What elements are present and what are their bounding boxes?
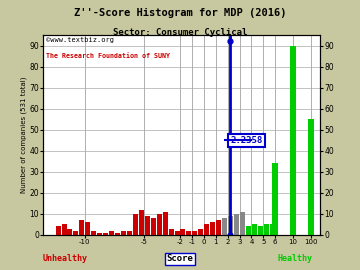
Bar (252, 224, 257, 235)
Bar (62, 224, 67, 235)
Bar (168, 229, 174, 235)
Y-axis label: Number of companies (531 total): Number of companies (531 total) (20, 77, 27, 193)
Bar (192, 231, 197, 235)
Bar (307, 119, 314, 235)
Bar (127, 231, 132, 235)
Bar (157, 214, 162, 235)
Text: 2.2358: 2.2358 (230, 136, 263, 145)
Bar (133, 214, 138, 235)
Text: Unhealthy: Unhealthy (42, 254, 87, 263)
Bar (272, 163, 279, 235)
Bar (222, 218, 227, 235)
Bar (109, 231, 114, 235)
Bar (163, 212, 168, 235)
Bar (270, 224, 275, 235)
Bar (103, 233, 108, 235)
Bar (97, 233, 102, 235)
Text: Sector: Consumer Cyclical: Sector: Consumer Cyclical (113, 28, 247, 37)
Bar (73, 231, 78, 235)
Bar (186, 231, 192, 235)
Bar (229, 220, 232, 235)
Bar (151, 218, 156, 235)
Bar (264, 224, 269, 235)
Bar (198, 229, 203, 235)
Bar (216, 220, 221, 235)
Bar (210, 222, 215, 235)
Bar (139, 210, 144, 235)
Text: Healthy: Healthy (278, 254, 313, 263)
Bar (85, 222, 90, 235)
Bar (204, 224, 209, 235)
Bar (67, 229, 72, 235)
Bar (234, 214, 239, 235)
Bar (246, 227, 251, 235)
Bar (180, 229, 185, 235)
Bar (121, 231, 126, 235)
Bar (79, 220, 84, 235)
Bar (55, 227, 60, 235)
Text: Score: Score (167, 254, 193, 263)
Bar (91, 231, 96, 235)
Bar (290, 46, 296, 235)
Bar (228, 216, 233, 235)
Bar (115, 233, 120, 235)
Text: The Research Foundation of SUNY: The Research Foundation of SUNY (46, 53, 170, 59)
Bar (240, 212, 245, 235)
Text: ©www.textbiz.org: ©www.textbiz.org (46, 37, 114, 43)
Bar (258, 227, 263, 235)
Bar (175, 231, 180, 235)
Bar (145, 216, 150, 235)
Text: Z''-Score Histogram for MDP (2016): Z''-Score Histogram for MDP (2016) (74, 8, 286, 18)
